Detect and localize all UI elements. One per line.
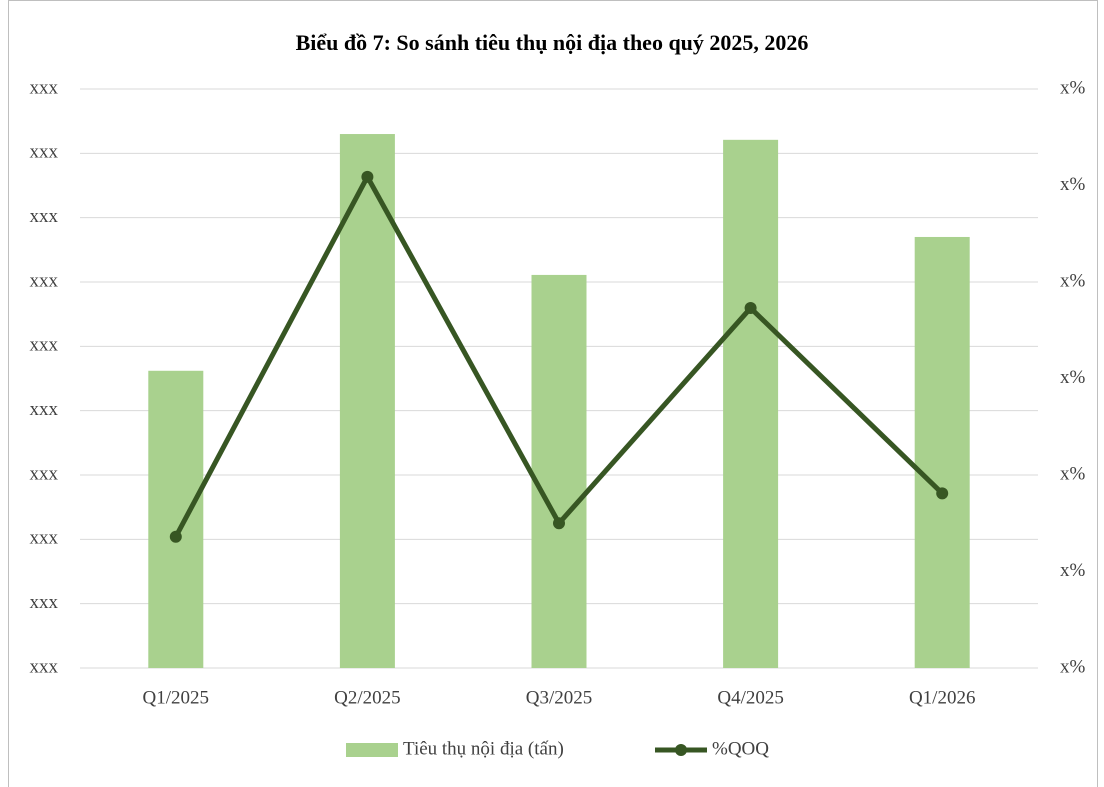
y-tick-label: xxx xyxy=(30,270,59,291)
x-tick-label: Q1/2026 xyxy=(909,687,976,708)
line-marker xyxy=(361,170,374,183)
bar xyxy=(148,370,204,668)
y2-tick-label: x% xyxy=(1060,656,1086,677)
y-tick-label: xxx xyxy=(30,656,59,677)
y-tick-label: xxx xyxy=(30,142,59,163)
y2-tick-label: x% xyxy=(1060,174,1086,195)
line-marker xyxy=(169,530,182,543)
x-tick-label: Q1/2025 xyxy=(143,687,210,708)
legend-label: Tiêu thụ nội địa (tấn) xyxy=(403,738,564,759)
x-tick-label: Q4/2025 xyxy=(717,687,784,708)
y2-tick-label: x% xyxy=(1060,77,1086,98)
line-marker xyxy=(744,302,757,315)
y-tick-label: xxx xyxy=(30,77,59,98)
chart-frame xyxy=(8,0,1098,787)
y2-tick-label: x% xyxy=(1060,270,1086,291)
y-tick-label: xxx xyxy=(30,335,59,356)
y2-tick-label: x% xyxy=(1060,367,1086,388)
x-tick-label: Q3/2025 xyxy=(526,687,593,708)
line-marker xyxy=(553,517,565,530)
y-tick-label: xxx xyxy=(30,463,59,484)
legend-label: %QOQ xyxy=(712,738,769,759)
line-marker xyxy=(936,487,949,500)
y-tick-label: xxx xyxy=(30,399,59,420)
legend-marker xyxy=(675,744,687,756)
y-tick-label: xxx xyxy=(30,528,59,549)
bar xyxy=(914,236,970,668)
bar xyxy=(339,134,395,669)
x-tick-label: Q2/2025 xyxy=(334,687,401,708)
y2-tick-label: x% xyxy=(1060,463,1086,484)
legend-swatch xyxy=(346,743,398,757)
bar xyxy=(531,274,587,668)
chart-title: Biểu đồ 7: So sánh tiêu thụ nội địa theo… xyxy=(296,30,809,55)
y-tick-label: xxx xyxy=(30,206,59,227)
bar xyxy=(723,139,779,668)
y-tick-label: xxx xyxy=(30,592,59,613)
y2-tick-label: x% xyxy=(1060,560,1086,581)
